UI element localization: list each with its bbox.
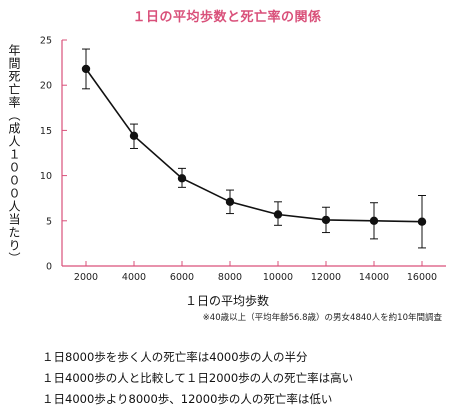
y-tick-label: 15 xyxy=(40,126,52,137)
data-point xyxy=(225,197,235,207)
x-tick-label: 2000 xyxy=(74,272,98,283)
line-chart: 0 5 10 15 20 25 2000 4000 6000 8000 10000 12000 140… xyxy=(40,36,446,283)
data-point xyxy=(321,215,331,225)
y-tick-label: 10 xyxy=(40,171,52,182)
series-line xyxy=(85,68,423,223)
x-ticks: 2000 4000 6000 8000 10000 12000 14000 16000 xyxy=(74,261,437,283)
y-ticks: 0 5 10 15 20 25 xyxy=(40,36,67,273)
summary-line-3: １日4000歩より8000歩、12000歩の人の死亡率は低い xyxy=(42,392,333,406)
study-note: ※40歳以上（平均年齢56.8歳）の男女4840人を約10年間調査 xyxy=(202,313,442,323)
summary-line-2: １日4000歩の人と比較して１日2000歩の人の死亡率は高い xyxy=(42,371,354,385)
data-point xyxy=(273,210,283,219)
y-tick-label: 25 xyxy=(40,36,52,47)
data-point xyxy=(369,216,379,225)
x-tick-label: 6000 xyxy=(170,272,194,283)
data-point xyxy=(177,174,187,183)
x-tick-label: 12000 xyxy=(311,272,341,283)
x-axis-label: １日の平均歩数 xyxy=(184,294,269,308)
x-tick-label: 16000 xyxy=(407,272,437,283)
data-point xyxy=(417,217,427,226)
summary: １日8000歩を歩く人の死亡率は4000歩の人の半分 １日4000歩の人と比較し… xyxy=(42,347,353,410)
chart-title: １日の平均歩数と死亡率の関係 xyxy=(132,10,322,25)
y-tick-label: 20 xyxy=(40,81,52,92)
axes xyxy=(61,40,446,267)
y-axis-label: 年間死亡率（成人１０００人当たり） xyxy=(7,44,21,265)
x-tick-label: 10000 xyxy=(263,272,293,283)
summary-line-1: １日8000歩を歩く人の死亡率は4000歩の人の半分 xyxy=(42,350,308,364)
x-tick-label: 14000 xyxy=(359,272,389,283)
y-tick-label: 0 xyxy=(46,262,52,273)
x-tick-label: 8000 xyxy=(218,272,242,283)
x-tick-label: 4000 xyxy=(122,272,146,283)
data-point xyxy=(81,64,91,74)
y-tick-label: 5 xyxy=(46,216,52,227)
data-points xyxy=(81,64,427,226)
data-point xyxy=(129,131,139,141)
